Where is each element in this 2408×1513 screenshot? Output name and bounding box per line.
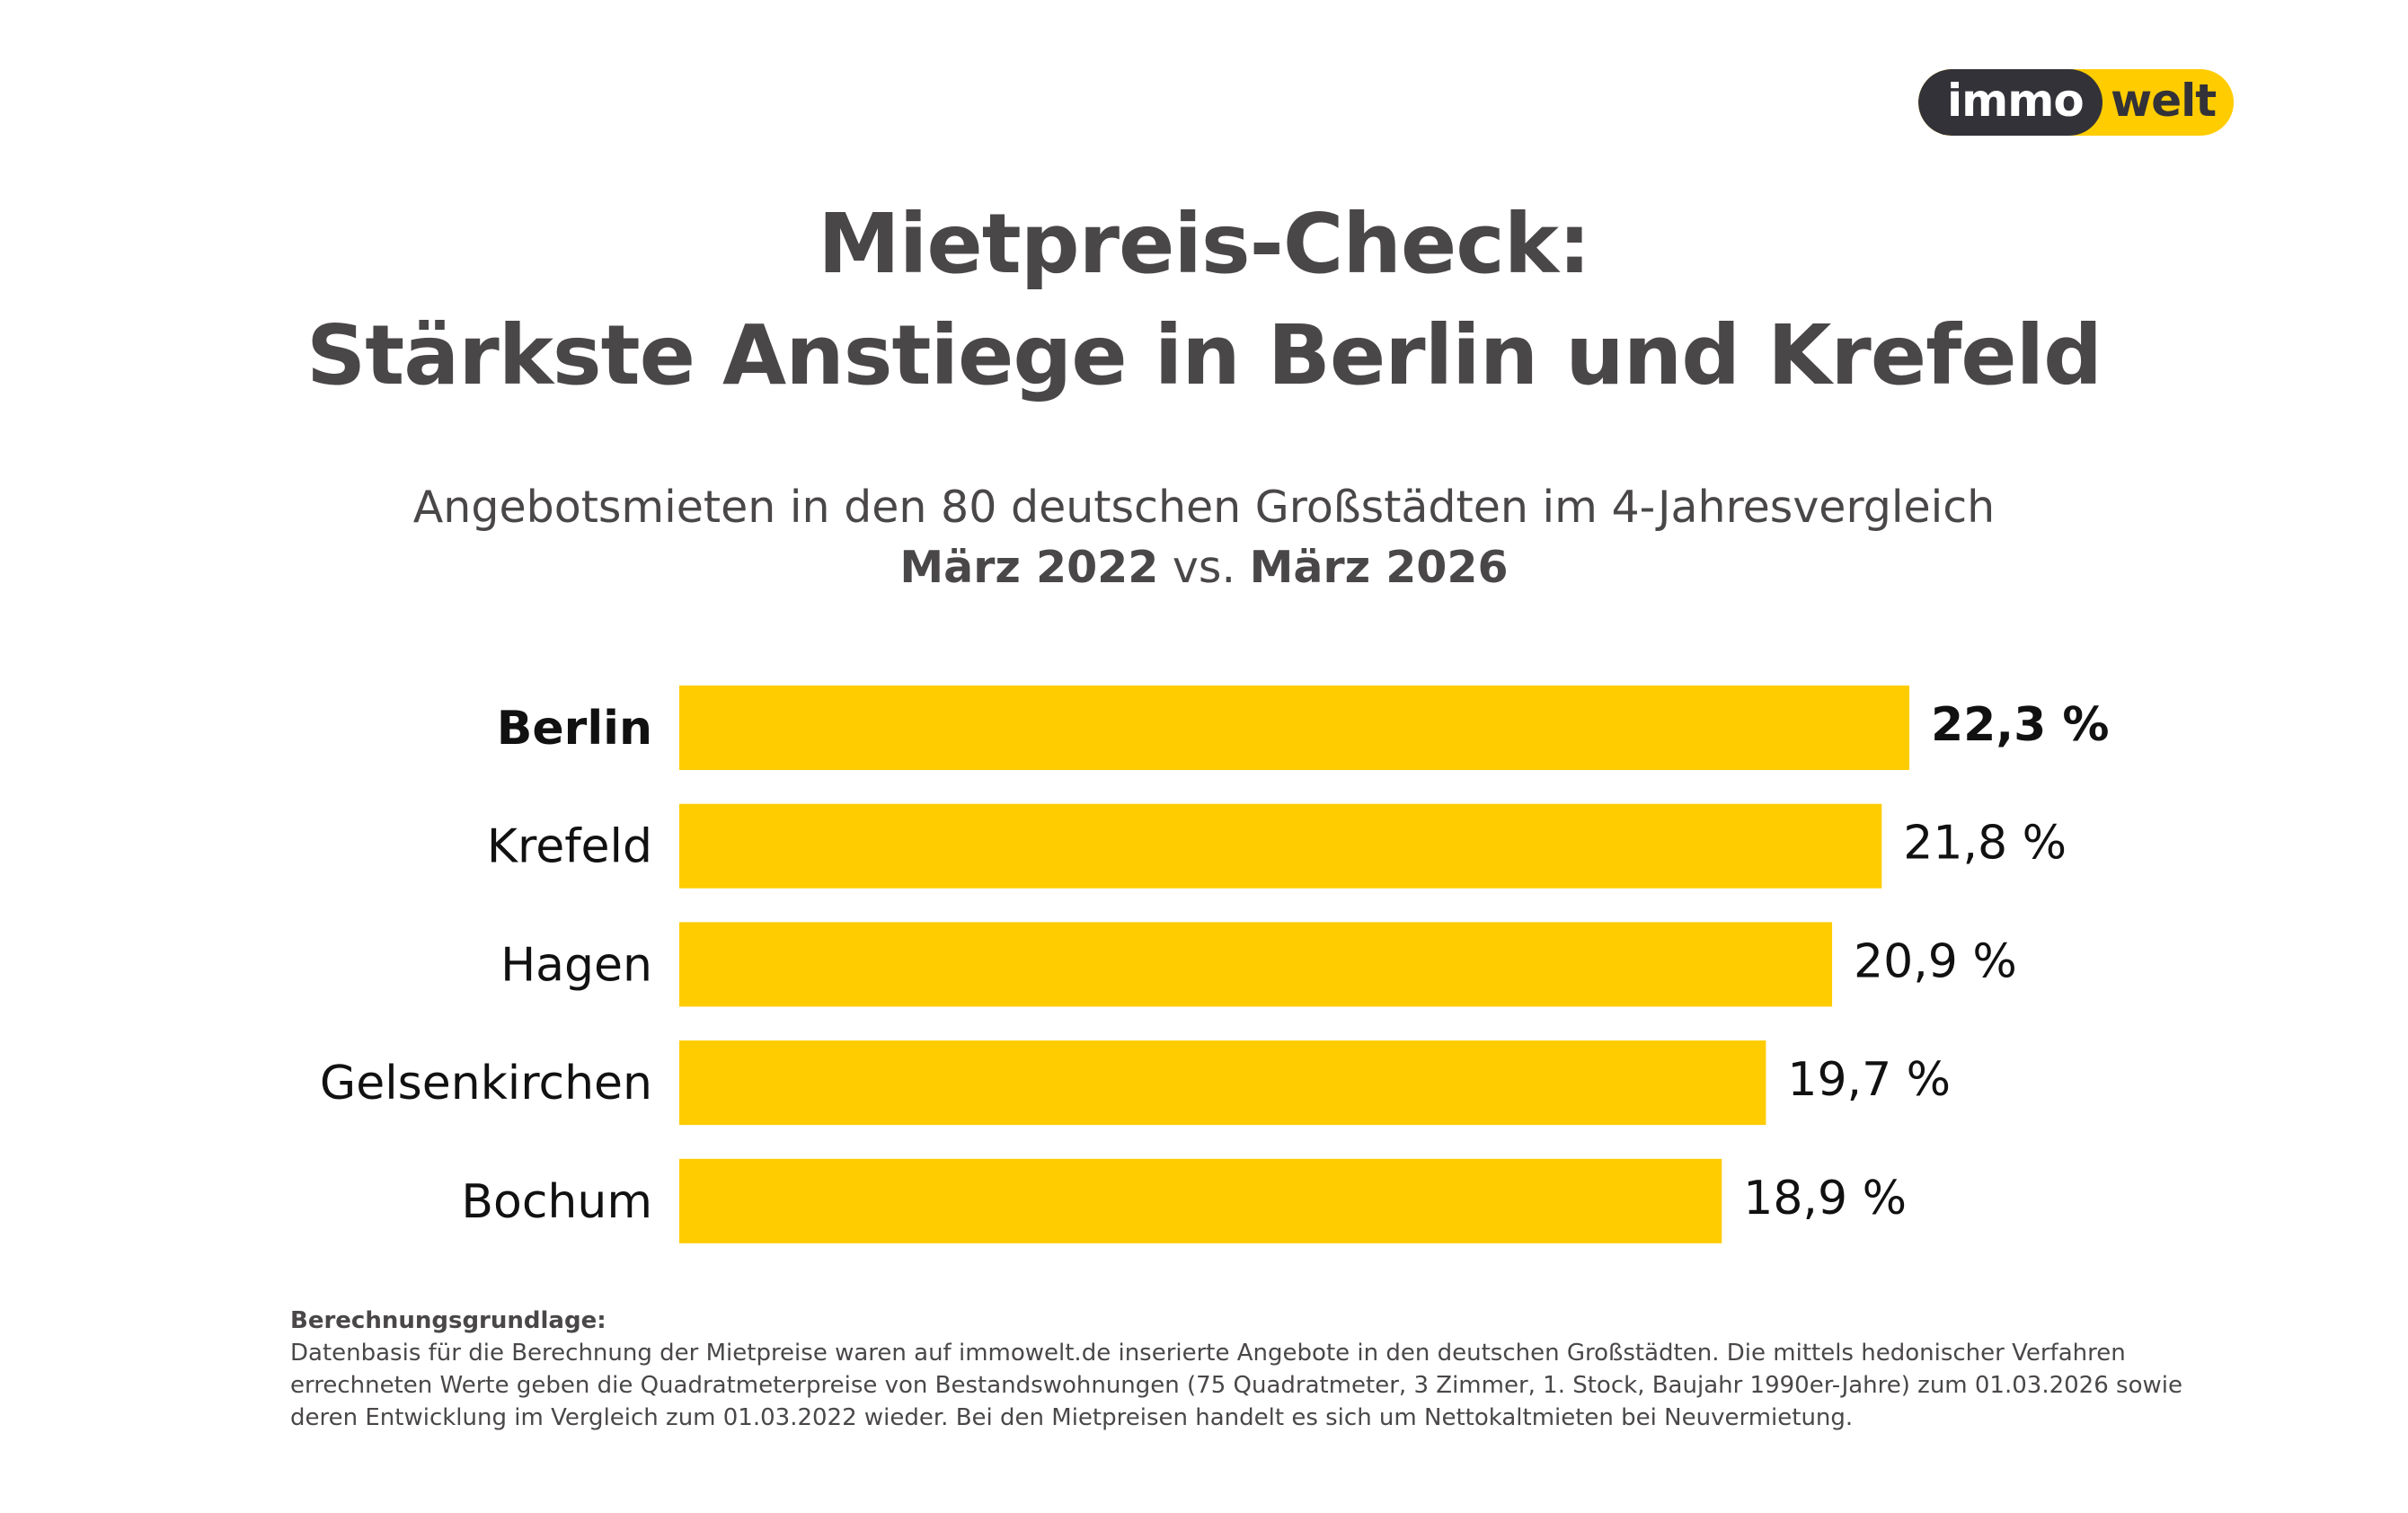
value-label: 19,7 % [1787, 1053, 1951, 1107]
logo-text-welt: welt [2111, 75, 2217, 127]
category-label: Gelsenkirchen [320, 1057, 652, 1110]
bar-hagen [679, 922, 1833, 1007]
title-line-2: Stärkste Anstiege in Berlin und Krefeld [306, 307, 2103, 403]
subtitle-line-1: Angebotsmieten in den 80 deutschen Großs… [412, 482, 1996, 533]
footnote-line: errechneten Werte geben die Quadratmeter… [290, 1372, 2182, 1399]
subtitle-from-date: März 2022 [899, 542, 1159, 593]
value-label: 18,9 % [1743, 1172, 1907, 1225]
footnote-line: Datenbasis für die Berechnung der Mietpr… [290, 1340, 2126, 1367]
bar-gelsenkirchen [679, 1040, 1766, 1126]
footnote-heading: Berechnungsgrundlage: [290, 1307, 606, 1334]
category-label: Bochum [461, 1175, 652, 1229]
category-label: Berlin [497, 702, 652, 756]
category-label: Hagen [500, 938, 652, 992]
value-label: 22,3 % [1931, 698, 2110, 752]
immowelt-logo: immo welt [1918, 69, 2234, 136]
footnote-line: deren Entwicklung im Vergleich zum 01.03… [290, 1404, 1854, 1431]
bar-bochum [679, 1158, 1722, 1243]
logo-dark-segment [1918, 69, 2103, 136]
bar-krefeld [679, 803, 1882, 889]
title-line-1: Mietpreis-Check: [818, 196, 1590, 292]
subtitle-line-2: März 2022 vs. März 2026 [0, 542, 2408, 593]
subtitle-vs: vs. [1158, 542, 1250, 593]
methodology-footnote: Berechnungsgrundlage: Datenbasis für die… [290, 1305, 2267, 1434]
category-label: Krefeld [487, 820, 652, 874]
value-label: 21,8 % [1903, 817, 2067, 871]
bar-berlin [679, 686, 1909, 770]
subtitle-to-date: März 2026 [1249, 542, 1509, 593]
logo-text-immo: immo [1947, 75, 2085, 127]
value-label: 20,9 % [1854, 934, 2017, 988]
